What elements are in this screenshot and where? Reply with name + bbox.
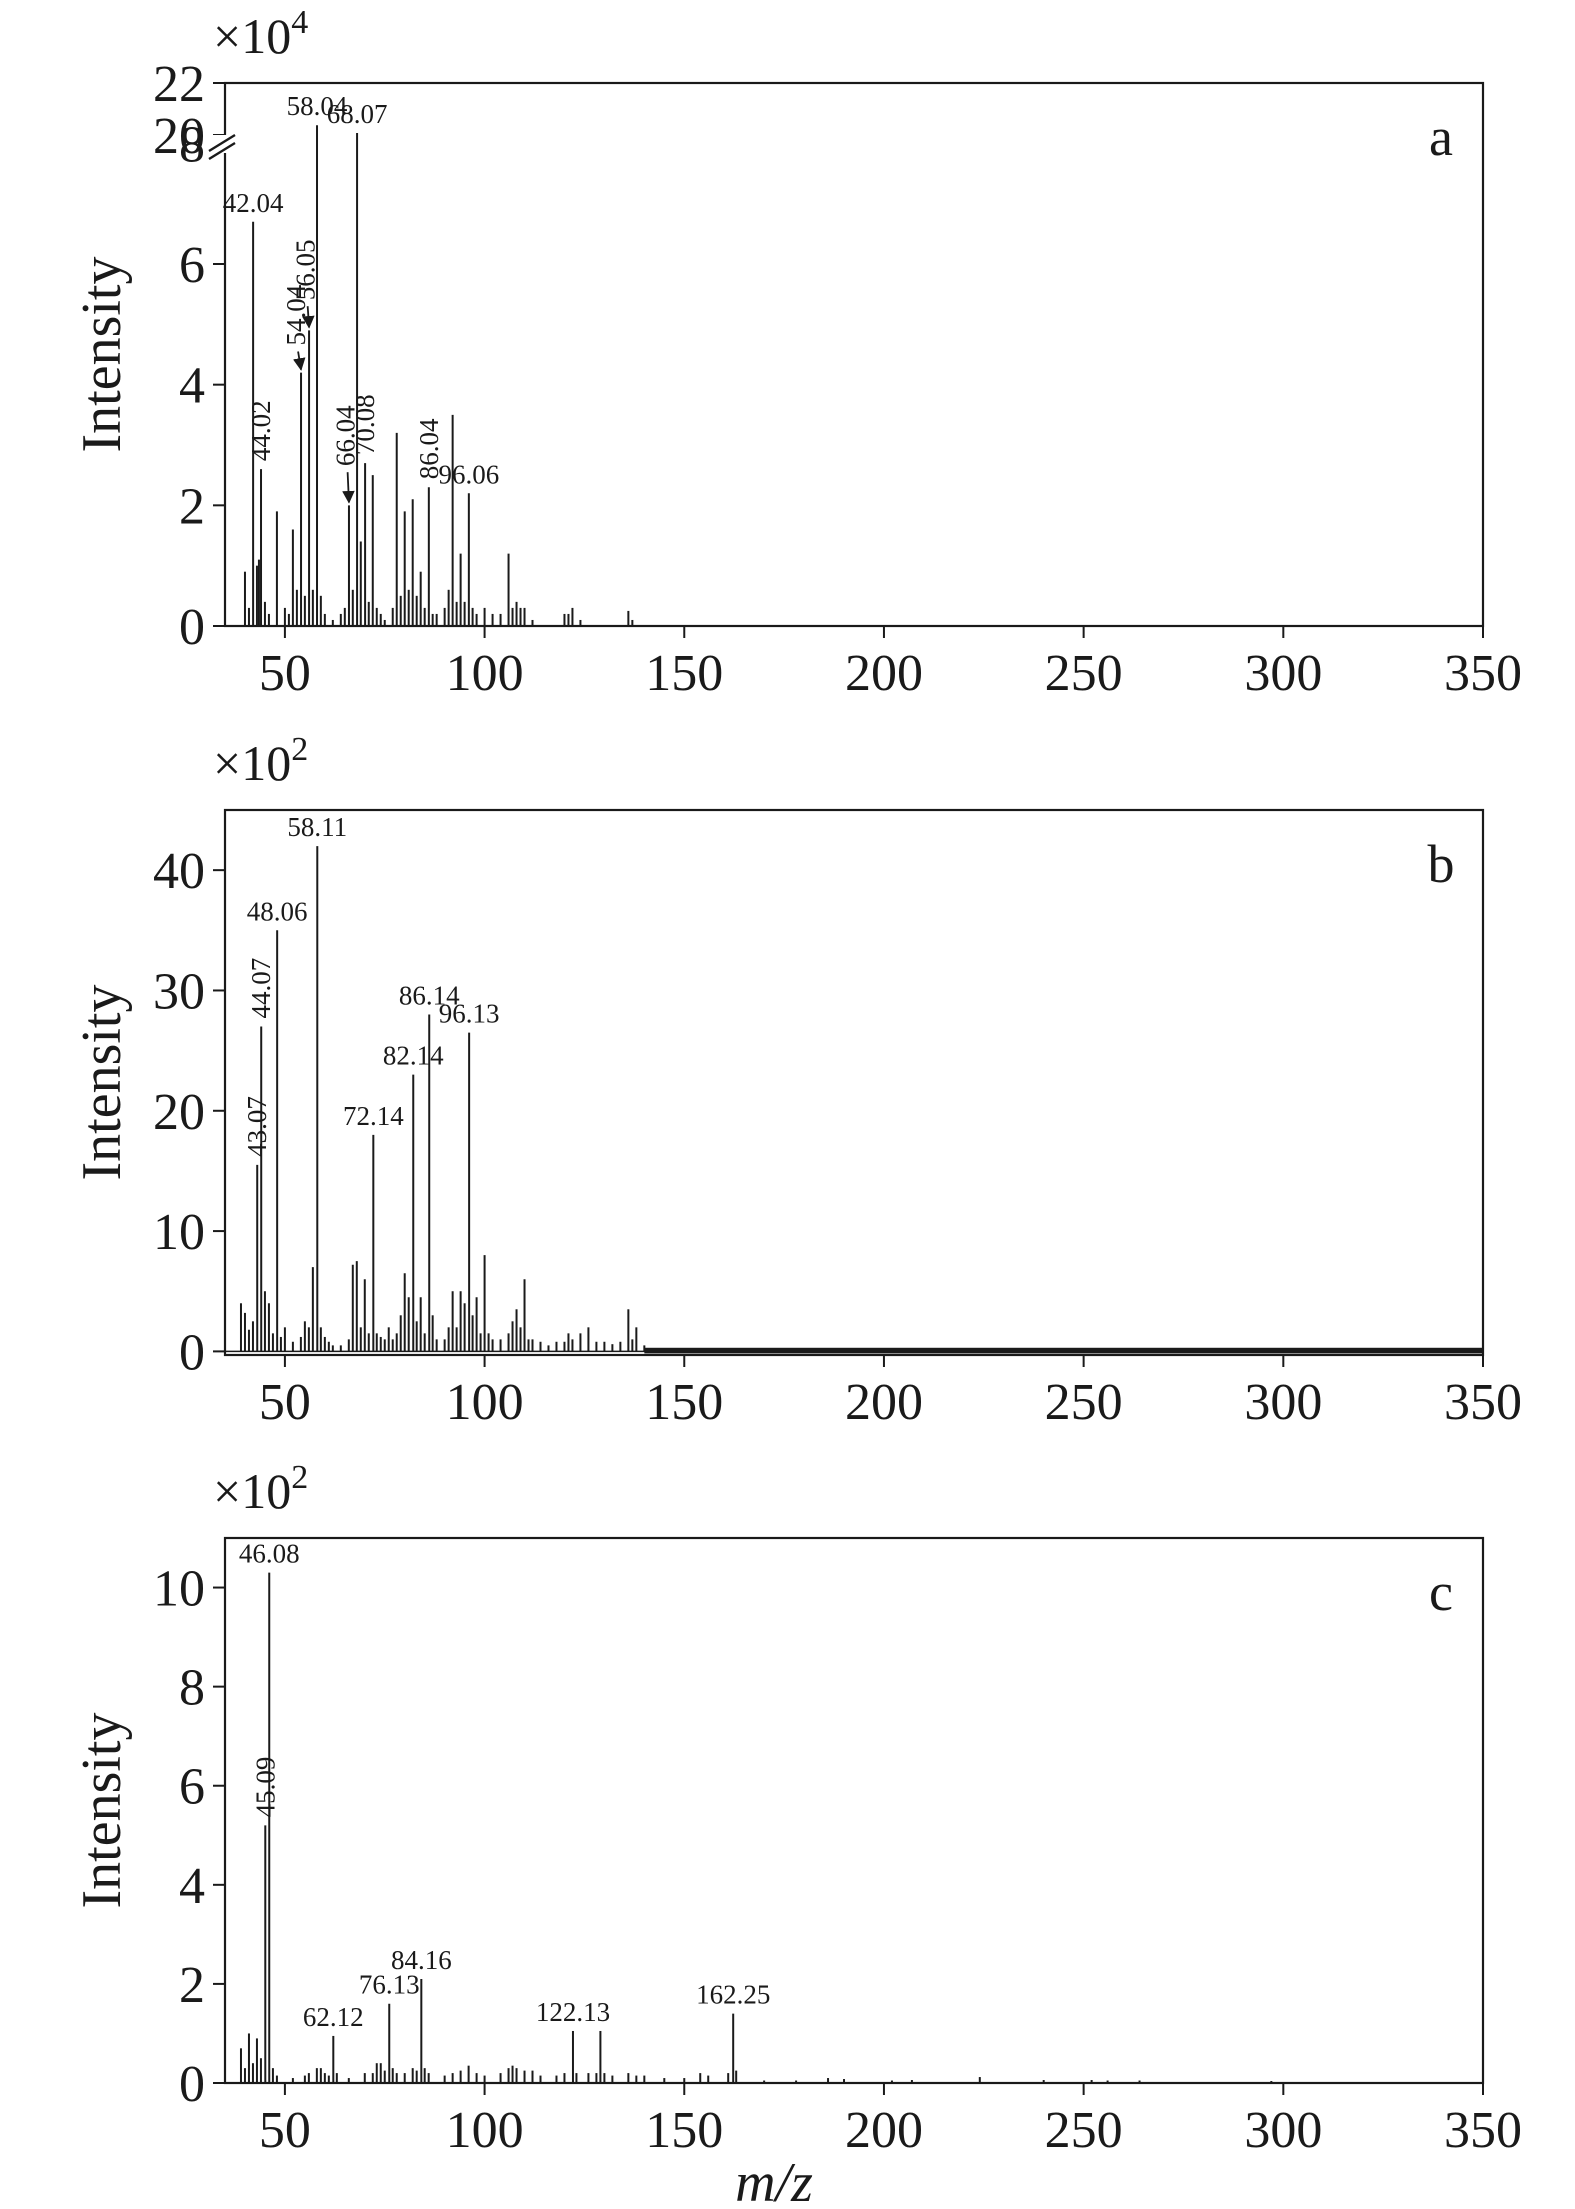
x-tick-label: 50 [259, 2102, 311, 2159]
panel-letter: a [1429, 107, 1453, 167]
peak-label: 162.25 [696, 1980, 770, 2010]
plot-frame [223, 808, 1485, 1357]
y-tick-label: 2 [179, 1957, 205, 2014]
y-tick-label: 0 [179, 1324, 205, 1381]
x-tick-label: 200 [845, 2102, 923, 2159]
peak-label: 42.04 [223, 188, 284, 218]
axis-break-mark [208, 133, 236, 153]
y-tick-label: 0 [179, 2056, 205, 2113]
peak-label: 54.04 [281, 284, 311, 345]
peak-label: 82.14 [383, 1041, 444, 1071]
axis-break-gap [211, 135, 239, 153]
peak-label: 86.04 [414, 418, 444, 479]
peak-label: 62.12 [303, 2002, 364, 2032]
peak-label: 96.06 [438, 459, 499, 489]
x-tick-label: 150 [645, 1374, 723, 1431]
peak-label: 45.09 [250, 1757, 280, 1818]
peak-label: 56.05 [291, 239, 321, 300]
peak-label: 84.16 [391, 1945, 452, 1975]
x-tick-label: 100 [446, 1374, 524, 1431]
y-tick-label: 4 [179, 358, 205, 415]
y-tick-label: 10 [153, 1204, 205, 1261]
y-tick-label: 40 [153, 843, 205, 900]
spectrum-peaks [239, 1572, 1273, 2083]
peak-label: 122.13 [536, 1997, 610, 2027]
y-multiplier-label: ×102 [213, 731, 308, 791]
multiplier-base: ×10 [213, 1463, 291, 1519]
x-tick-label: 350 [1444, 2102, 1522, 2159]
panel-a: 50 100 150 200 250 300 350024682022×104Intensi… [71, 4, 1522, 702]
peak-label: 66.04 [331, 405, 361, 466]
x-tick-label: 200 [845, 1374, 923, 1431]
panel-letter: c [1429, 1562, 1453, 1622]
x-tick-label: 50 [259, 645, 311, 702]
y-tick-label: 20 [153, 1084, 205, 1141]
x-tick-label: 300 [1244, 2102, 1322, 2159]
peak-label: 86.14 [399, 981, 460, 1011]
panel-b: 50 100 150 200 250 300 350 0 10 20 30 40×102 Intensi… [71, 731, 1522, 1431]
y-tick-label: 0 [179, 599, 205, 656]
y-tick-label: 6 [179, 1759, 205, 1816]
peak-arrow [302, 306, 315, 329]
y-tick-label: 10 [153, 1561, 205, 1618]
x-tick-label: 350 [1444, 1374, 1522, 1431]
axis-break-mark [208, 141, 236, 161]
y-tick-label: 8 [179, 1660, 205, 1717]
y-tick-label-break: 20 [153, 108, 205, 165]
x-axis-label: m/z [735, 2152, 813, 2209]
multiplier-exponent: 4 [291, 4, 308, 41]
noise-floor [644, 1347, 1483, 1354]
x-tick-label: 350 [1444, 645, 1522, 702]
x-tick-label: 200 [845, 645, 923, 702]
x-tick-label: 300 [1244, 645, 1322, 702]
x-tick-label: 150 [645, 645, 723, 702]
x-tick-label: 100 [446, 2102, 524, 2159]
panel-c: 50 100 150 200 250 300 3500246810×102Intensity… [71, 1459, 1522, 2209]
panel-letter: b [1428, 834, 1455, 894]
y-tick-label: 8 [179, 116, 205, 173]
x-tick-label: 250 [1045, 645, 1123, 702]
x-tick-label: 300 [1244, 1374, 1322, 1431]
peak-label: 68.07 [327, 99, 388, 129]
y-tick-label: 4 [179, 1858, 205, 1915]
peak-label: 70.08 [350, 394, 380, 455]
peak-label: 72.14 [343, 1101, 404, 1131]
spectrum-peaks [243, 125, 634, 626]
peak-label: 58.11 [287, 812, 347, 842]
multiplier-exponent: 2 [291, 1459, 308, 1496]
peak-label: 46.08 [239, 1539, 300, 1569]
y-axis-label: Intensity [71, 1713, 133, 1909]
x-tick-label: 250 [1045, 2102, 1123, 2159]
peak-label: 58.04 [287, 91, 348, 121]
peak-label: 44.07 [246, 958, 276, 1019]
y-tick-label: 2 [179, 478, 205, 535]
peak-arrow [292, 351, 306, 371]
peak-label: 48.06 [247, 896, 308, 926]
peak-label: 43.07 [242, 1096, 272, 1157]
y-multiplier-label: ×104 [213, 4, 308, 64]
x-tick-label: 50 [259, 1374, 311, 1431]
x-tick-label: 100 [446, 645, 524, 702]
x-tick-label: 150 [645, 2102, 723, 2159]
y-multiplier-label: ×102 [213, 1459, 308, 1519]
y-tick-label: 30 [153, 963, 205, 1020]
peak-label: 44.02 [246, 400, 276, 461]
y-axis-label: Intensity [71, 985, 133, 1181]
y-tick-label-break: 22 [153, 56, 205, 113]
multiplier-base: ×10 [213, 735, 291, 791]
multiplier-base: ×10 [213, 8, 291, 64]
peak-arrow [342, 472, 355, 504]
multiplier-exponent: 2 [291, 731, 308, 768]
peak-label: 76.13 [359, 1970, 420, 2000]
spectrum-peaks [239, 846, 646, 1352]
x-tick-label: 250 [1045, 1374, 1123, 1431]
y-tick-label: 6 [179, 237, 205, 294]
y-axis-label: Intensity [71, 257, 133, 453]
plot-frame [223, 1536, 1485, 2085]
peak-label: 96.13 [439, 999, 500, 1029]
